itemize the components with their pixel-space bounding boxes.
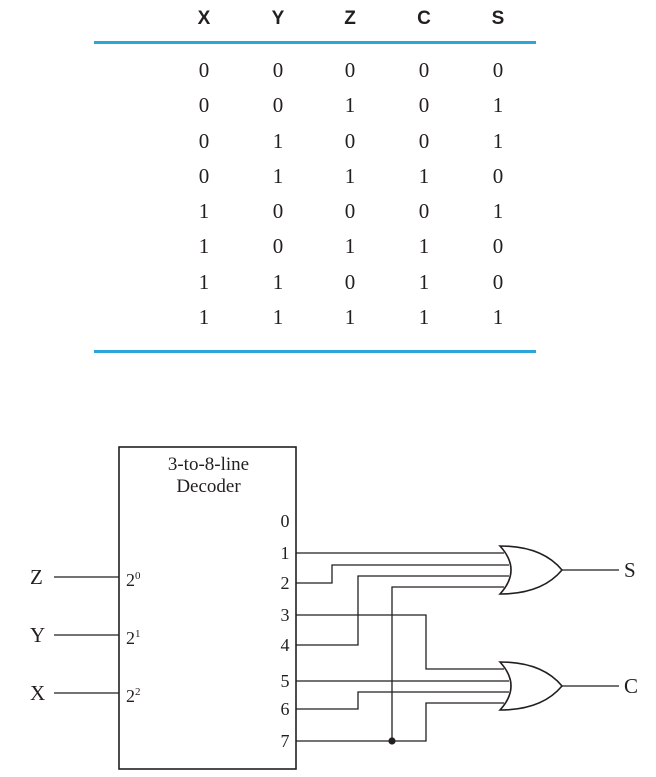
- table-row: 0 1 0 0 1: [94, 129, 536, 164]
- cell-s: 1: [492, 93, 504, 118]
- cell-c: 1: [418, 269, 430, 294]
- cell-s: 0: [492, 58, 504, 82]
- circuit-wiring: [54, 446, 619, 770]
- header-c: C: [417, 8, 431, 29]
- cell-c: 0: [418, 128, 430, 153]
- cell-y: 1: [272, 269, 284, 294]
- cell-s: 1: [492, 305, 504, 330]
- cell-c: 1: [418, 305, 430, 330]
- header-s: S: [491, 8, 505, 29]
- cell-c: 0: [418, 58, 430, 82]
- table-row: 1 1 1 1 1: [94, 305, 536, 340]
- cell-s: 0: [492, 269, 504, 294]
- cell-z: 1: [344, 163, 356, 188]
- table-bottom-rule: [94, 350, 536, 353]
- truth-table-body: 0 0 0 0 0 0 0 1 0 1 0 1 0 0 1 0 1 1 1 0 1 0 0 0 1 1 0 1 1 0 1 1 0 1 0 1 1 1 1 1: [94, 58, 536, 340]
- input-label-y: Y: [30, 623, 46, 647]
- cell-x: 1: [198, 305, 210, 330]
- cell-x: 0: [198, 58, 210, 82]
- header-y: Y: [271, 8, 285, 29]
- or-gate-s: [498, 545, 564, 595]
- cell-c: 1: [418, 163, 430, 188]
- cell-z: 0: [344, 269, 356, 294]
- truth-table-header: X Y Z C S: [94, 0, 536, 42]
- decoder-circuit: 3-to-8-line Decoder Z Y X 20 21 22 0 1 2…: [0, 430, 656, 777]
- output-label-c: C: [624, 674, 639, 698]
- junction-dot: [388, 737, 396, 745]
- wire-out6-to-c: [296, 691, 509, 710]
- wire-out7-to-c: [392, 702, 504, 742]
- cell-y: 1: [272, 163, 284, 188]
- cell-y: 0: [272, 58, 284, 82]
- cell-y: 0: [272, 199, 284, 224]
- cell-s: 0: [492, 234, 504, 259]
- cell-x: 0: [198, 128, 210, 153]
- input-weight-0: 20: [126, 570, 141, 590]
- cell-z: 1: [344, 305, 356, 330]
- decoder-box: [118, 446, 297, 770]
- cell-y: 0: [272, 234, 284, 259]
- header-z: Z: [344, 8, 356, 29]
- cell-z: 1: [344, 234, 356, 259]
- output-pin-2: 2: [280, 573, 290, 593]
- output-label-s: S: [624, 558, 636, 582]
- wire-out3-to-c: [296, 614, 504, 670]
- cell-c: 0: [418, 93, 430, 118]
- input-weight-2: 22: [126, 686, 141, 706]
- output-pin-6: 6: [280, 699, 290, 719]
- input-label-x: X: [30, 681, 46, 705]
- decoder-title-line2: Decoder: [176, 476, 241, 497]
- cell-s: 0: [492, 163, 504, 188]
- decoder-title-line1: 3-to-8-line: [167, 454, 250, 475]
- output-pin-7: 7: [280, 731, 290, 751]
- header-x: X: [197, 8, 211, 29]
- cell-s: 1: [492, 128, 504, 153]
- input-weight-1: 21: [126, 628, 141, 648]
- cell-z: 0: [344, 128, 356, 153]
- output-pin-0: 0: [280, 511, 290, 531]
- cell-y: 1: [272, 128, 284, 153]
- cell-c: 0: [418, 199, 430, 224]
- cell-x: 1: [198, 234, 210, 259]
- wire-out4-to-s: [296, 575, 509, 646]
- table-row: 1 1 0 1 0: [94, 270, 536, 305]
- cell-y: 0: [272, 93, 284, 118]
- cell-z: 0: [344, 199, 356, 224]
- table-row: 1 0 1 1 0: [94, 234, 536, 269]
- output-pin-5: 5: [280, 671, 290, 691]
- table-row: 1 0 0 0 1: [94, 199, 536, 234]
- cell-z: 1: [344, 93, 356, 118]
- table-row: 0 0 0 0 0: [94, 58, 536, 93]
- wire-out7-to-s: [296, 586, 504, 742]
- input-label-z: Z: [30, 565, 43, 589]
- table-top-rule: [94, 41, 536, 44]
- decoder-title: 3-to-8-line Decoder: [121, 454, 296, 498]
- cell-s: 1: [492, 199, 504, 224]
- cell-x: 0: [198, 93, 210, 118]
- or-gate-c: [498, 661, 564, 711]
- output-pin-3: 3: [280, 605, 290, 625]
- cell-x: 1: [198, 199, 210, 224]
- table-row: 0 0 1 0 1: [94, 93, 536, 128]
- cell-y: 1: [272, 305, 284, 330]
- cell-z: 0: [344, 58, 356, 82]
- cell-c: 1: [418, 234, 430, 259]
- table-row: 0 1 1 1 0: [94, 164, 536, 199]
- cell-x: 0: [198, 163, 210, 188]
- wire-out2-to-s: [296, 564, 509, 584]
- cell-x: 1: [198, 269, 210, 294]
- output-pin-4: 4: [280, 635, 290, 655]
- output-pin-1: 1: [280, 543, 290, 563]
